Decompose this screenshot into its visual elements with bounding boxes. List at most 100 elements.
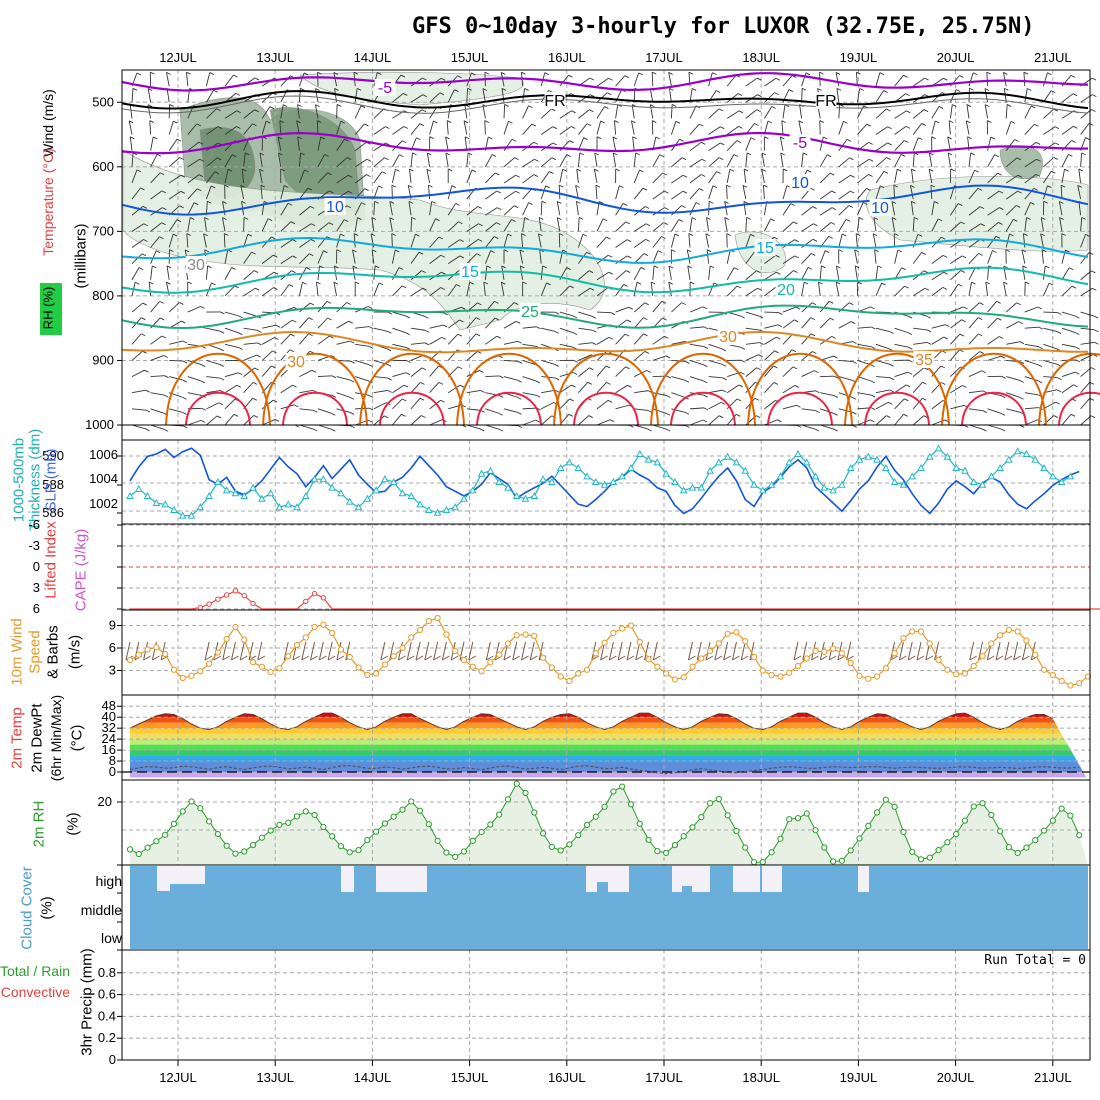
wind-barb-flag [277, 136, 283, 140]
wind-barb-flag [408, 184, 413, 188]
precip-axis-label-line: 3hr Precip (mm) [78, 948, 95, 1056]
wind-barb-flag [256, 354, 261, 358]
wind-barb-flag [665, 428, 671, 432]
wind-barb-flag [1068, 153, 1073, 157]
wind-barb [633, 317, 644, 329]
wind-barb [596, 287, 609, 297]
wind-barb-flag [480, 409, 485, 413]
temperature-color-band [130, 728, 1088, 734]
wind-speed-marker [680, 674, 687, 681]
wind-barb [447, 333, 459, 345]
wind-barb-flag [588, 415, 593, 418]
wind-barb [578, 382, 589, 394]
wind-barb [373, 327, 388, 332]
wind-barb [317, 317, 328, 329]
wind-barb [371, 217, 375, 232]
wind-barb-flag [1021, 249, 1027, 253]
wind-barb-flag [652, 71, 657, 75]
wind-barb-flag [458, 221, 463, 225]
rh-tick-label: 20 [98, 794, 112, 809]
day-label-top: 15JUL [451, 50, 489, 65]
wind-barb-flag [323, 250, 328, 254]
wind-barb [261, 106, 271, 119]
wind-speed-marker [144, 646, 151, 653]
wind-barb-flag [253, 415, 259, 418]
wind-barb [501, 265, 505, 280]
wind-barb-flag [594, 168, 599, 172]
wind-barb-flag [331, 375, 337, 379]
wind-barb-flag [757, 94, 762, 98]
wind-speed-marker [786, 669, 793, 676]
wind-barb-flag [282, 104, 288, 108]
wind-speed-marker [944, 666, 951, 673]
isotherm-40 [670, 391, 736, 426]
wind-barb-flag [421, 415, 426, 418]
temp-axis-label-line: 2m Temp [8, 707, 25, 768]
wind-barb-flag [433, 120, 438, 124]
wind-barb-flag [788, 89, 794, 92]
surface-wind-barb [283, 641, 289, 661]
wind-barb [799, 104, 803, 119]
wind-barb-flag [435, 218, 440, 222]
thickness-marker [363, 494, 372, 502]
wind-barb [298, 72, 305, 87]
temp-tick-label: 0 [109, 764, 116, 779]
wind-barb-flag [152, 265, 157, 269]
thickness-marker [433, 508, 442, 516]
isotherm-35 [650, 352, 756, 426]
thickness-marker [257, 494, 266, 502]
wind-barb-flag [759, 342, 764, 345]
wind-barb [985, 281, 989, 296]
thickness-marker [416, 500, 424, 508]
wind-barb [1061, 93, 1074, 103]
wind-speed-marker [557, 673, 564, 680]
wind-barb-flag [203, 233, 208, 237]
temperature-line [129, 712, 1054, 731]
wind-barb [763, 201, 768, 216]
wind-barb-flag [142, 302, 147, 306]
wind-barb-flag [440, 287, 446, 290]
wind-barb [1002, 72, 1007, 87]
wind-barb-flag [997, 317, 1002, 321]
wind-barb-flag [1091, 109, 1096, 112]
wind-barb-flag [592, 329, 597, 333]
precip-tick-label: 0.6 [98, 987, 116, 1002]
wind-barb-flag [405, 347, 411, 350]
wind-barb-flag [838, 249, 843, 253]
wind-barb [540, 265, 544, 280]
wind-barb-flag [625, 270, 631, 273]
wind-barb [968, 390, 983, 394]
wind-barb-flag [352, 265, 358, 269]
wind-barb-flag [994, 154, 999, 158]
wind-barb [150, 392, 165, 396]
wind-barb [652, 172, 663, 184]
wind-barb [947, 136, 951, 151]
wind-speed-marker [126, 656, 134, 664]
wind-barb-flag [445, 136, 450, 140]
wind-barb [206, 126, 219, 135]
wind-barb [392, 126, 405, 135]
wind-barb [1043, 376, 1058, 379]
thickness-marker [653, 458, 662, 466]
minmax-axis-label: (6hr Min/Max) [48, 695, 64, 781]
wind-barb-flag [977, 187, 983, 191]
wind-barb-flag [531, 123, 537, 127]
wind-barb [632, 136, 635, 151]
wind-barb-flag [219, 330, 225, 334]
wind-barb-flag [252, 381, 258, 385]
wind-barb-flag [1006, 104, 1012, 107]
wind-barb-flag [795, 306, 801, 310]
wind-barb-flag [333, 72, 339, 75]
wind-barb-flag [743, 200, 749, 204]
wind-barb [931, 271, 944, 281]
wind-barb [801, 408, 816, 412]
rh-marker [803, 810, 810, 817]
wind-barb [894, 343, 909, 348]
wind-barb [410, 270, 422, 281]
wind-barb [1043, 327, 1058, 333]
wind-barb [466, 253, 477, 264]
wind-speed-marker [1032, 651, 1039, 658]
wind-barb [389, 201, 393, 216]
wind-barb [726, 110, 740, 119]
wind-speed-marker [487, 659, 494, 666]
